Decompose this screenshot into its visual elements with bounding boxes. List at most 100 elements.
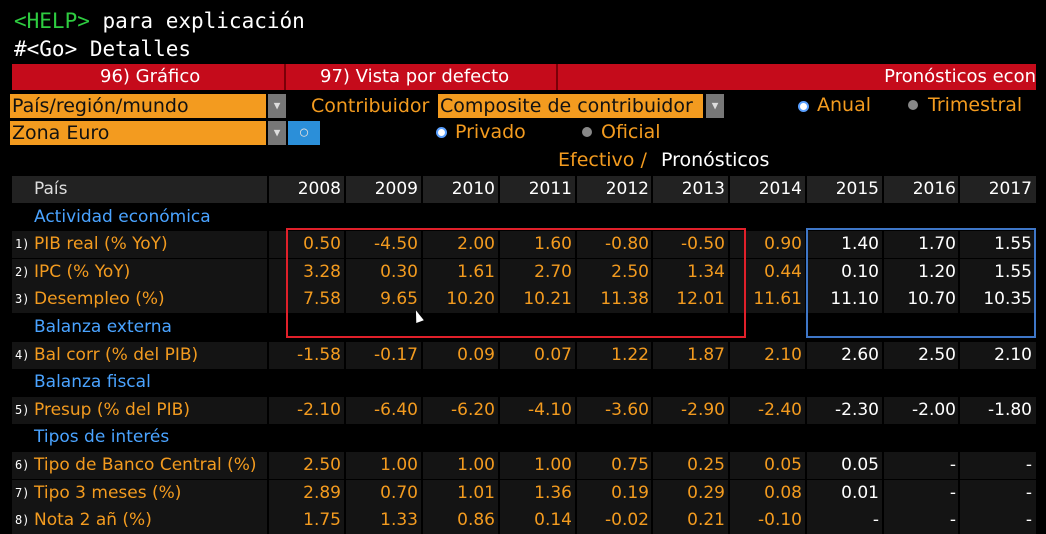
column-divider xyxy=(344,258,346,286)
value-cell: 0.30 xyxy=(380,261,418,282)
year-column-header[interactable]: 2012 xyxy=(605,179,649,199)
column-divider xyxy=(498,396,500,424)
value-cell: 2.89 xyxy=(303,482,341,503)
value-cell: 11.10 xyxy=(830,289,879,310)
radio-privado[interactable] xyxy=(436,127,447,138)
zone-select[interactable]: Zona Euro xyxy=(10,121,266,145)
value-cell: 0.01 xyxy=(841,482,879,503)
radio-anual[interactable] xyxy=(798,101,809,112)
column-divider xyxy=(882,258,884,286)
column-divider xyxy=(728,231,730,259)
region-select[interactable]: País/región/mundo xyxy=(10,94,266,118)
value-cell: 1.00 xyxy=(380,454,418,475)
table-row[interactable]: 7) Tipo 3 meses (%) 2.89 0.70 1.01 1.36 0.19 0.… xyxy=(12,479,1036,507)
screen-title: Pronósticos econ xyxy=(884,66,1036,87)
column-divider xyxy=(421,396,423,424)
chart-button[interactable]: 96) Gráfico xyxy=(100,66,201,87)
value-cell: 2.50 xyxy=(918,344,956,365)
value-cell: 0.44 xyxy=(764,261,802,282)
highlight-historical xyxy=(286,228,746,338)
column-divider xyxy=(882,396,884,424)
help-hint: <HELP> para explicación xyxy=(14,9,305,33)
column-divider xyxy=(882,286,884,314)
value-cell: 10.70 xyxy=(907,289,956,310)
table-row[interactable]: 6) Tipo de Banco Central (%) 2.50 1.00 1.00 1… xyxy=(12,451,1036,479)
column-divider xyxy=(651,231,653,259)
column-divider xyxy=(651,396,653,424)
column-divider xyxy=(344,396,346,424)
value-cell: 1.00 xyxy=(534,454,572,475)
year-column-header[interactable]: 2009 xyxy=(374,179,418,199)
column-divider xyxy=(651,176,653,203)
chevron-down-icon[interactable]: ▼ xyxy=(268,94,286,118)
column-divider xyxy=(498,231,500,259)
value-cell: 0.86 xyxy=(457,510,495,531)
value-cell: - xyxy=(1025,482,1032,503)
column-divider xyxy=(498,341,500,369)
value-cell: - xyxy=(1025,454,1032,475)
column-divider xyxy=(421,286,423,314)
section-row: Balanza externa xyxy=(12,314,1036,341)
column-divider xyxy=(805,176,807,203)
column-divider xyxy=(575,396,577,424)
search-icon[interactable]: ◯ xyxy=(288,121,320,145)
row-number: 7) xyxy=(15,485,30,500)
anual-label: Anual xyxy=(817,94,872,116)
radio-oficial[interactable] xyxy=(582,127,592,137)
column-divider xyxy=(882,176,884,203)
chevron-down-icon[interactable]: ▼ xyxy=(706,94,724,118)
year-column-header[interactable]: 2015 xyxy=(835,179,879,199)
column-divider xyxy=(728,451,730,479)
table-row[interactable]: 4) Bal corr (% del PIB) -1.58 -0.17 0.09 0.07… xyxy=(12,341,1036,369)
year-column-header[interactable]: 2008 xyxy=(297,179,341,199)
value-cell: 1.60 xyxy=(534,234,572,255)
column-divider xyxy=(728,396,730,424)
column-divider xyxy=(958,396,960,424)
column-divider xyxy=(344,286,346,314)
year-column-header[interactable]: 2014 xyxy=(758,179,802,199)
indicator-label: Presup (% del PIB) xyxy=(34,399,190,420)
country-column-header: País xyxy=(34,179,68,199)
value-cell: 2.10 xyxy=(994,344,1032,365)
column-divider xyxy=(882,451,884,479)
value-cell: 0.08 xyxy=(764,482,802,503)
contributor-select[interactable]: Composite de contribuidor xyxy=(438,94,703,118)
value-cell: - xyxy=(872,510,879,531)
value-cell: 2.50 xyxy=(303,454,341,475)
actual-label: Efectivo / xyxy=(558,149,647,171)
default-view-button[interactable]: 97) Vista por defecto xyxy=(320,66,510,87)
value-cell: - xyxy=(949,482,956,503)
radio-trimestral[interactable] xyxy=(908,100,918,110)
column-divider xyxy=(267,507,269,534)
value-cell: 1.22 xyxy=(611,344,649,365)
chevron-down-icon[interactable]: ▼ xyxy=(268,121,286,145)
year-column-header[interactable]: 2013 xyxy=(681,179,725,199)
value-cell: -3.60 xyxy=(605,399,649,420)
column-divider xyxy=(421,479,423,507)
value-cell: 2.60 xyxy=(841,344,879,365)
value-cell: 3.28 xyxy=(303,261,341,282)
column-divider xyxy=(651,341,653,369)
toolbar-divider xyxy=(284,64,286,90)
table-row[interactable]: 5) Presup (% del PIB) -2.10 -6.40 -6.20 -4.10… xyxy=(12,396,1036,424)
row-number: 1) xyxy=(15,237,30,252)
column-divider xyxy=(728,176,730,203)
year-column-header[interactable]: 2017 xyxy=(988,179,1032,199)
value-cell: 0.14 xyxy=(534,510,572,531)
year-column-header[interactable]: 2016 xyxy=(912,179,956,199)
table-header: País 2008 2009 2010 2011 2012 2013 2014 2015 2016… xyxy=(12,176,1036,203)
table-row[interactable]: 3) Desempleo (%) 7.58 9.65 10.20 10.21 11.38 12… xyxy=(12,286,1036,314)
value-cell: -0.10 xyxy=(758,510,802,531)
column-divider xyxy=(651,451,653,479)
column-divider xyxy=(421,507,423,534)
column-divider xyxy=(728,341,730,369)
indicator-label: Desempleo (%) xyxy=(34,289,165,310)
section-row: Tipos de interés xyxy=(12,424,1036,451)
table-row[interactable]: 2) IPC (% YoY) 3.28 0.30 1.61 2.70 2.50 1.34 0.4… xyxy=(12,258,1036,286)
column-divider xyxy=(575,451,577,479)
section-label: Balanza fiscal xyxy=(34,372,151,393)
year-column-header[interactable]: 2010 xyxy=(451,179,495,199)
value-cell: 1.87 xyxy=(687,344,725,365)
year-column-header[interactable]: 2011 xyxy=(528,179,572,199)
table-row[interactable]: 1) PIB real (% YoY) 0.50 -4.50 2.00 1.60 -0.80… xyxy=(12,231,1036,259)
